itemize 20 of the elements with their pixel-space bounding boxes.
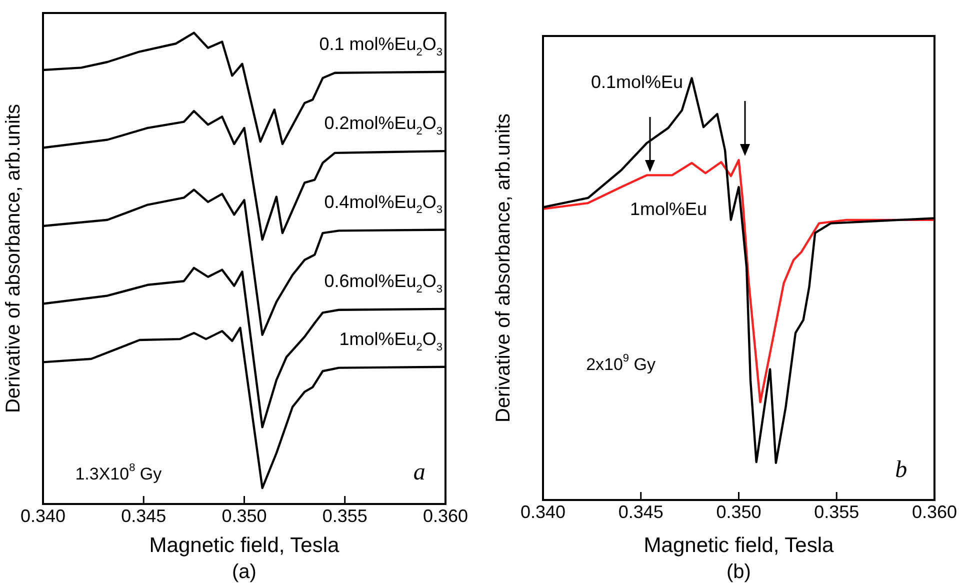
x-tick-label: 0.345 [618,502,664,522]
text: (b) [726,561,751,583]
text: (a) [232,561,256,583]
x-tick-label: 0.350 [716,502,762,522]
annotation: b [895,456,908,483]
annotation: a [413,459,426,486]
x-tick-label: 0.360 [912,502,957,522]
x-tick-label: 0.355 [814,502,860,522]
y-axis-title: Derivative of absorbance, arb.units [2,104,25,414]
x-tick-label: 0.340 [20,506,66,526]
x-axis-title: Magnetic field, Tesla [149,534,340,558]
x-tick-label: 0.350 [222,506,267,526]
series-label: 1mol%Eu [630,199,708,219]
x-axis-title: Magnetic field, Tesla [644,534,834,558]
x-tick-label: 0.360 [422,506,468,526]
x-tick-label: 0.345 [121,506,166,526]
x-tick-label: 0.355 [322,506,368,526]
y-axis-title: Derivative of absorbance, arb.units [492,113,515,423]
series-label: 0.1mol%Eu [590,72,684,92]
x-tick-label: 0.340 [520,502,566,522]
